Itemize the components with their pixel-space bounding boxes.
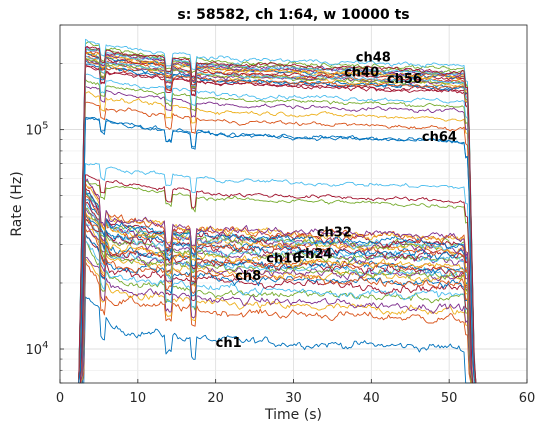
x-ticks: 0 10 20 30 40 50 60	[56, 379, 535, 406]
series-line-ch9	[78, 228, 476, 384]
series-line-ch39	[78, 85, 476, 384]
series-line-ch62	[78, 47, 477, 384]
x-tick-label: 60	[519, 391, 536, 406]
series-line-ch55	[78, 55, 477, 384]
series-line-ch27	[78, 188, 476, 384]
series-line-ch35	[78, 174, 476, 384]
series-line-ch14	[78, 218, 476, 384]
series-line-ch21	[78, 201, 476, 384]
channel-annotation: ch24	[297, 247, 332, 262]
series-line-ch41	[78, 73, 476, 384]
series-line-ch7	[78, 235, 476, 384]
y-tick-label: 105	[26, 121, 49, 139]
series-line-ch53	[78, 59, 477, 384]
series-line-ch38	[78, 91, 476, 384]
channel-annotation: ch40	[344, 65, 379, 80]
series-line-ch26	[78, 190, 476, 384]
series-line-ch63	[78, 45, 477, 384]
series-line-ch64	[78, 117, 476, 384]
x-tick-label: 20	[207, 391, 224, 406]
x-tick-label: 10	[130, 391, 147, 406]
series-group	[78, 38, 477, 384]
series-line-ch48	[78, 38, 477, 384]
chart-title: s: 58582, ch 1:64, w 10000 ts	[177, 7, 409, 23]
series-line-ch33	[78, 180, 476, 384]
channel-annotation: ch8	[235, 269, 261, 284]
x-tick-label: 50	[441, 391, 458, 406]
series-line-ch56	[78, 53, 477, 384]
series-line-ch32	[78, 178, 476, 384]
channel-annotation: ch64	[422, 130, 457, 145]
x-tick-label: 0	[56, 391, 64, 406]
channel-annotation: ch1	[216, 336, 242, 351]
channel-annotation: ch32	[317, 226, 352, 241]
series-line-ch4	[78, 256, 476, 384]
channel-annotation: ch48	[356, 50, 391, 65]
series-line-ch37	[78, 101, 476, 384]
series-line-ch12	[78, 219, 476, 384]
y-tick-label: 104	[26, 340, 49, 358]
x-axis-label: Time (s)	[264, 407, 322, 423]
series-line-ch6	[78, 240, 476, 384]
y-ticks: 104 105	[26, 24, 64, 384]
series-line-ch17	[78, 211, 476, 384]
series-line-ch40	[78, 79, 476, 384]
series-line-ch42	[78, 64, 477, 384]
series-line-ch49	[78, 65, 477, 384]
series-line-ch3	[78, 258, 476, 384]
y-axis-label: Rate (Hz)	[9, 171, 25, 236]
series-line-ch2	[78, 261, 476, 384]
series-line-ch1	[78, 296, 476, 384]
series-line-ch29	[78, 192, 476, 384]
series-line-ch28	[78, 187, 476, 384]
x-tick-label: 40	[363, 391, 380, 406]
series-line-ch11	[78, 224, 476, 384]
channel-annotation: ch56	[387, 72, 422, 87]
series-line-ch34	[78, 162, 476, 384]
series-line-ch30	[78, 182, 476, 384]
channel-annotation: ch16	[266, 251, 301, 266]
x-tick-label: 30	[285, 391, 302, 406]
series-line-ch59	[78, 51, 477, 384]
